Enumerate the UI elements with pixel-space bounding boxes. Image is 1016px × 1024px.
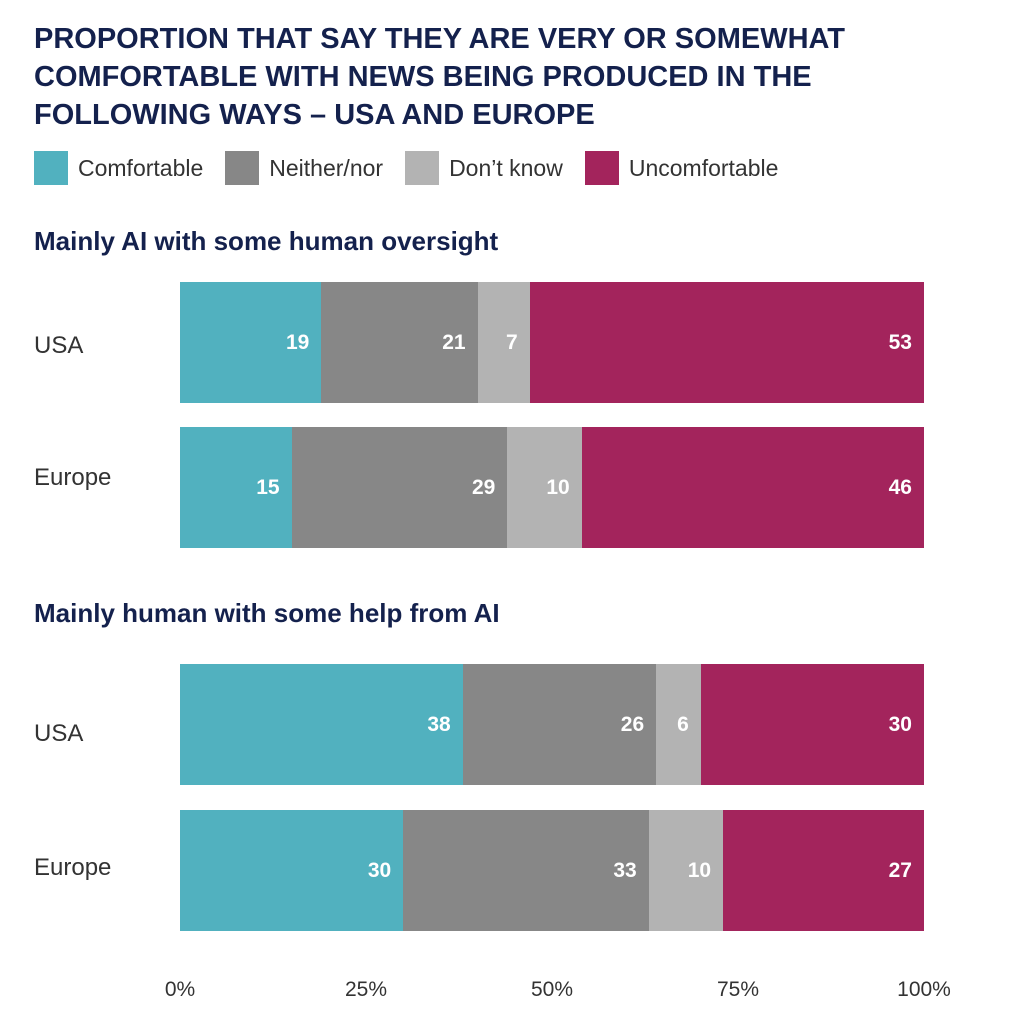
x-tick-label: 100%: [897, 978, 951, 1001]
row-label: Europe: [34, 464, 112, 491]
segment-dont-know: 7: [477, 282, 530, 403]
data-label: 53: [888, 330, 912, 354]
segment-neither: 29: [291, 427, 508, 548]
legend-label-neither: Neither/nor: [269, 154, 384, 181]
stacked-bar: 38 26 6 30: [180, 664, 924, 785]
chart-title: PROPORTION THAT SAY THEY ARE VERY OR SOM…: [34, 23, 846, 131]
segment-uncomfortable: 53: [529, 282, 924, 403]
data-label: 38: [427, 712, 451, 736]
data-label: 6: [677, 712, 689, 736]
segment-comfortable: 19: [180, 282, 322, 403]
chart-legend: Comfortable Neither/nor Don’t know Uncom…: [34, 150, 800, 186]
stacked-bar: 15 29 10 46: [180, 427, 924, 548]
data-label: 7: [505, 330, 518, 354]
segment-dont-know: 10: [648, 810, 724, 931]
segment-uncomfortable: 46: [581, 427, 924, 548]
legend-label-uncomfortable: Uncomfortable: [628, 154, 779, 181]
segment-comfortable: 30: [180, 810, 404, 931]
data-label: 30: [888, 712, 912, 736]
segment-uncomfortable: 30: [700, 664, 924, 785]
stacked-bar: 30 33 10 27: [180, 810, 924, 931]
legend-swatch-neither: [225, 151, 260, 185]
legend-item-comfortable: Comfortable: [34, 151, 203, 185]
x-tick-label: 75%: [716, 978, 760, 1001]
data-label: 33: [613, 858, 637, 882]
legend-swatch-uncomfortable: [584, 151, 619, 185]
segment-neither: 33: [403, 810, 649, 931]
data-label: 15: [256, 475, 280, 499]
segment-comfortable: 38: [180, 664, 463, 785]
data-label: 10: [687, 858, 712, 882]
legend-swatch-comfortable: [34, 151, 68, 185]
segment-dont-know: 6: [656, 664, 701, 785]
data-label: 26: [620, 712, 645, 736]
data-label: 46: [888, 475, 912, 499]
row-label: USA: [34, 332, 84, 359]
x-tick-label: 25%: [344, 978, 388, 1001]
segment-uncomfortable: 27: [723, 810, 924, 931]
row-label: USA: [34, 720, 84, 747]
group-title-human-ai-help: Mainly human with some help from AI: [34, 598, 500, 628]
legend-label-dont-know: Don’t know: [449, 154, 563, 181]
data-label: 10: [546, 475, 570, 499]
legend-item-neither: Neither/nor: [225, 151, 383, 185]
row-label: Europe: [34, 854, 112, 881]
legend-label-comfortable: Comfortable: [78, 154, 204, 181]
legend-swatch-dont-know: [405, 151, 440, 185]
segment-neither: 26: [462, 664, 657, 785]
segment-neither: 21: [321, 282, 478, 403]
segment-dont-know: 10: [507, 427, 582, 548]
x-tick-label: 0%: [164, 978, 196, 1001]
group-title-ai-oversight: Mainly AI with some human oversight: [34, 226, 499, 256]
x-tick-label: 50%: [530, 978, 574, 1001]
data-label: 30: [367, 858, 392, 882]
legend-item-dont-know: Don’t know: [405, 151, 563, 185]
segment-comfortable: 15: [180, 427, 292, 548]
data-label: 19: [286, 330, 310, 354]
data-label: 27: [888, 858, 912, 882]
legend-item-uncomfortable: Uncomfortable: [584, 151, 779, 185]
data-label: 21: [442, 330, 466, 354]
stacked-bar: 19 21 7 53: [180, 282, 924, 403]
data-label: 29: [471, 475, 496, 499]
